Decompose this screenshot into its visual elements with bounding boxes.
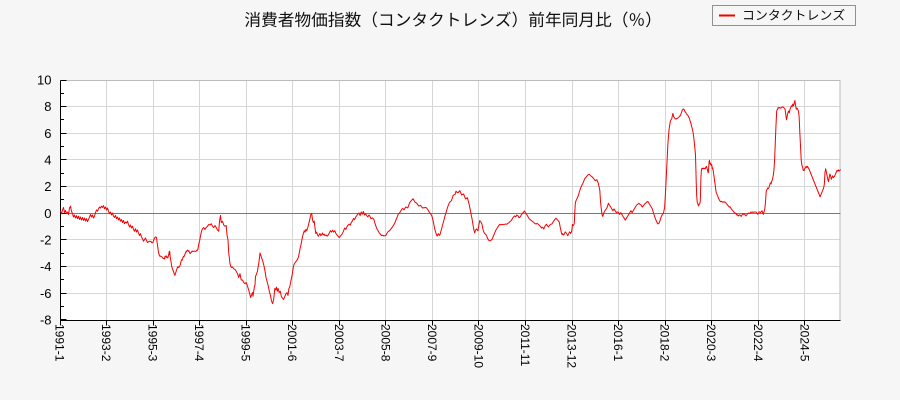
- svg-text:1995-3: 1995-3: [146, 324, 160, 362]
- svg-text:2016-1: 2016-1: [611, 324, 625, 362]
- svg-text:-6: -6: [40, 286, 52, 301]
- svg-text:2020-3: 2020-3: [704, 324, 718, 362]
- svg-text:2: 2: [44, 179, 51, 194]
- svg-text:2022-4: 2022-4: [751, 324, 765, 362]
- svg-text:10: 10: [37, 73, 51, 88]
- svg-text:2009-10: 2009-10: [471, 324, 485, 368]
- svg-text:2024-5: 2024-5: [797, 324, 811, 362]
- svg-text:-4: -4: [40, 259, 52, 274]
- svg-text:1999-5: 1999-5: [239, 324, 253, 362]
- svg-text:2007-9: 2007-9: [425, 324, 439, 362]
- svg-text:1997-4: 1997-4: [192, 324, 206, 362]
- svg-text:2013-12: 2013-12: [565, 324, 579, 368]
- svg-text:2001-6: 2001-6: [285, 324, 299, 362]
- svg-text:2018-2: 2018-2: [658, 324, 672, 362]
- svg-text:2005-8: 2005-8: [378, 324, 392, 362]
- svg-text:-8: -8: [40, 313, 52, 328]
- svg-text:2003-7: 2003-7: [332, 324, 346, 362]
- svg-text:4: 4: [44, 153, 51, 168]
- svg-text:1993-2: 1993-2: [99, 324, 113, 362]
- svg-text:0: 0: [44, 206, 51, 221]
- svg-text:2011-11: 2011-11: [518, 324, 532, 367]
- svg-text:8: 8: [44, 99, 51, 114]
- svg-text:6: 6: [44, 126, 51, 141]
- svg-text:1991-1: 1991-1: [53, 324, 67, 362]
- svg-text:-2: -2: [40, 233, 52, 248]
